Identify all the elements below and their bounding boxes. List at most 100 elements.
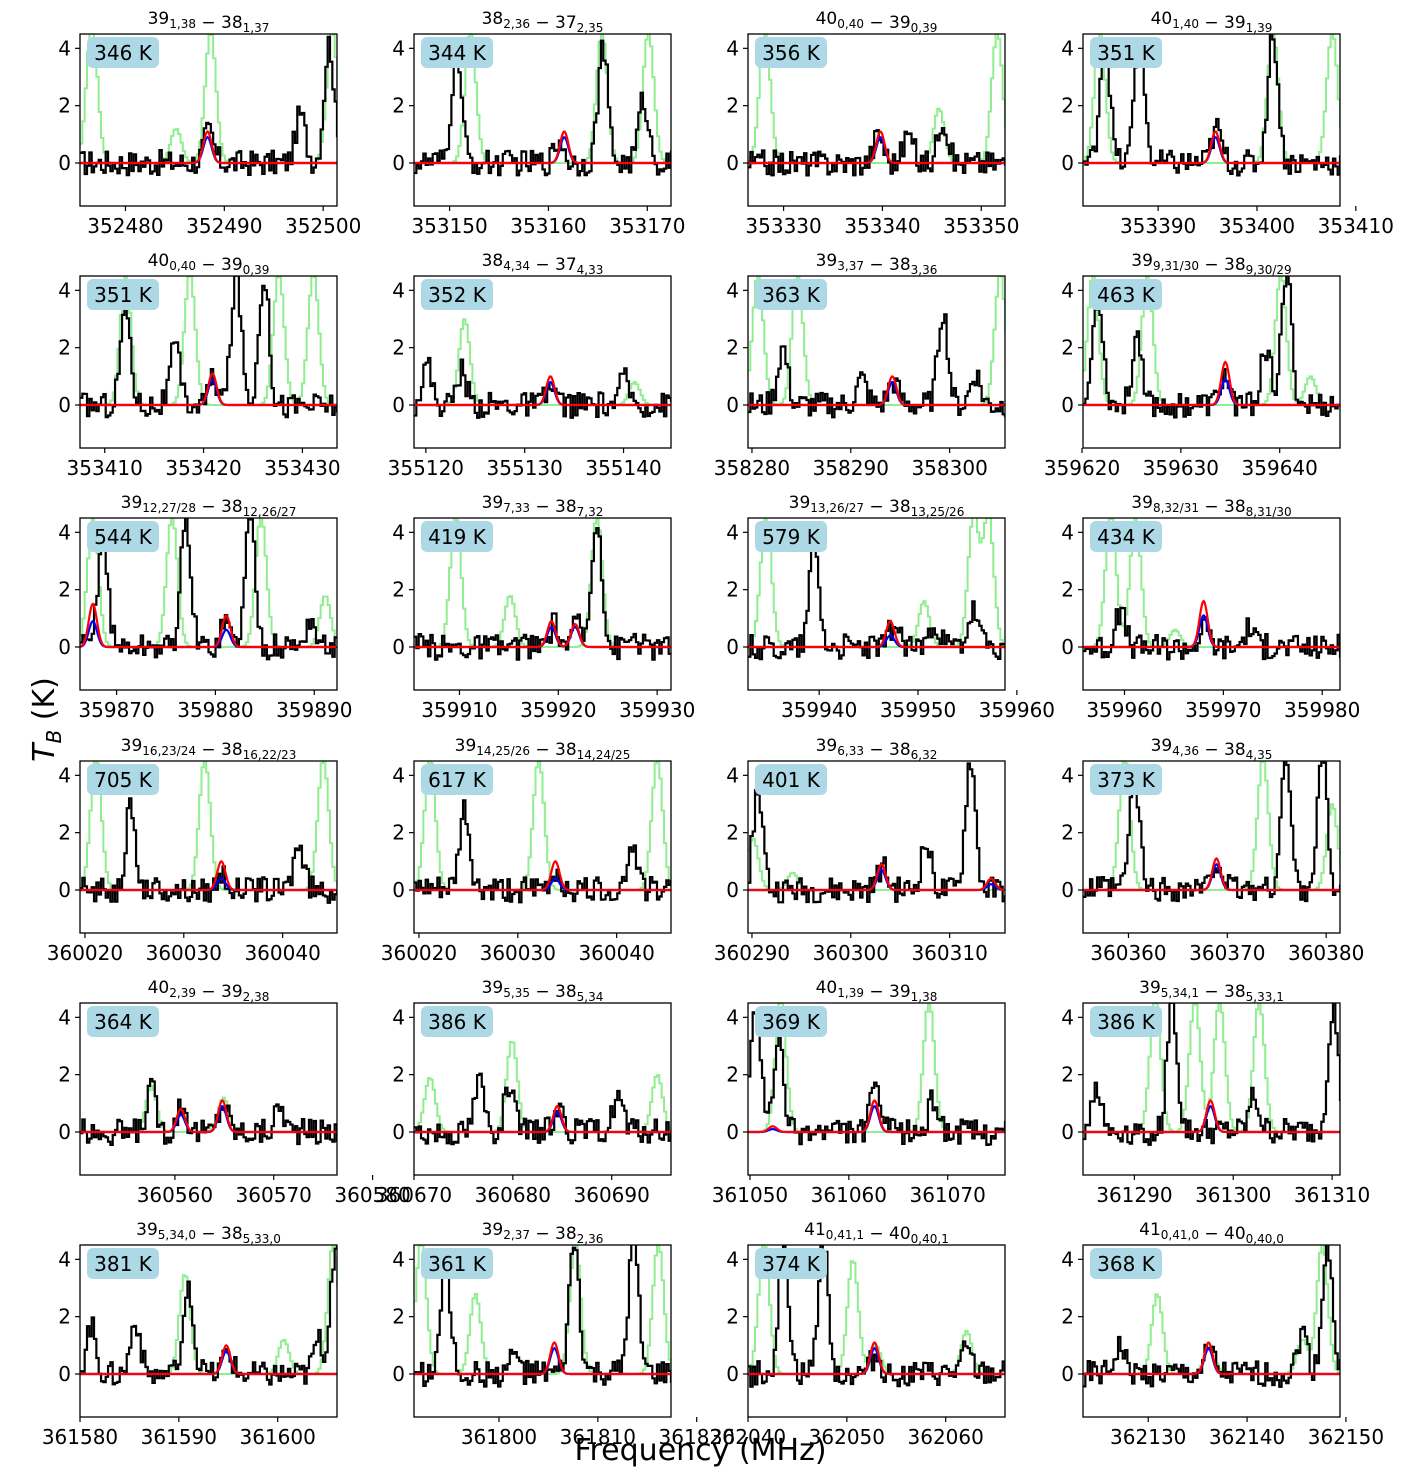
x-tick-label: 359950: [880, 698, 956, 722]
spectrum-panel: 0 2 4 353390 353400 353410 401,40 − 391,39 351 …: [1061, 9, 1394, 238]
y-tick-label: 4: [1061, 278, 1074, 302]
y-tick-label: 2: [58, 821, 71, 845]
temperature-badge: [87, 1006, 159, 1037]
y-tick-label: 4: [1061, 1005, 1074, 1029]
axes-frame: [1082, 33, 1341, 207]
temperature-badge-label: 617 K: [428, 768, 487, 792]
plot-area: [748, 518, 1005, 661]
x-tick-label: 361060: [811, 1183, 887, 1207]
axes-frame: [413, 760, 672, 934]
panel-title: 392,37 − 382,36: [482, 1220, 604, 1246]
y-tick-label: 4: [1061, 1247, 1074, 1271]
y-tick-label: 0: [58, 393, 71, 417]
x-tick-label: 359640: [1242, 456, 1318, 480]
x-tick-label: 353390: [1120, 214, 1196, 238]
x-tick-label: 353430: [264, 456, 340, 480]
temperature-badge: [87, 521, 159, 552]
y-tick-label: 0: [58, 635, 71, 659]
y-tick-label: 4: [726, 1247, 739, 1271]
y-tick-label: 0: [726, 151, 739, 175]
spectrum-panel: 0 2 4 362040 362050 362060 410,41,1 − 400,40,1…: [710, 1220, 1006, 1449]
x-tick-label: 352490: [186, 214, 262, 238]
observed-spectrum: [748, 538, 1005, 661]
x-tick-label: 360020: [381, 941, 457, 965]
spectrum-panel: 0 2 4 353410 353420 353430 400,40 − 390,39 351 …: [58, 251, 340, 480]
model-red-curve: [80, 1099, 337, 1134]
y-tick-label: 2: [1061, 336, 1074, 360]
axes-frame: [1082, 1002, 1341, 1176]
y-tick-label: 2: [392, 94, 405, 118]
x-tick-label: 358280: [714, 456, 790, 480]
axes-frame: [79, 275, 338, 449]
y-tick-label: 4: [726, 36, 739, 60]
spectrum-panel: 0 2 4 362130 362140 362150 410,41,0 − 400,40,0…: [1061, 1220, 1384, 1449]
x-tick-label: 359870: [78, 698, 154, 722]
x-tick-label: 353150: [411, 214, 487, 238]
axes-frame: [1082, 517, 1341, 691]
x-tick-label: 361300: [1195, 1183, 1271, 1207]
y-tick-label: 2: [392, 578, 405, 602]
spectrum-panel: 0 2 4 360290 360300 360310 396,33 − 386,32 401 …: [714, 736, 1006, 965]
panel-title: 400,40 − 390,39: [148, 251, 270, 277]
plot-area: [80, 34, 337, 177]
temperature-badge: [421, 764, 493, 795]
y-tick-label: 4: [1061, 520, 1074, 544]
y-tick-label: 2: [58, 336, 71, 360]
model-blue-curve: [748, 1105, 1005, 1134]
axes-frame: [79, 33, 338, 207]
observed-spectrum: [1083, 606, 1340, 661]
y-tick-label: 0: [1061, 1362, 1074, 1386]
plot-area: [1083, 276, 1340, 419]
x-tick-label: 353350: [943, 214, 1019, 238]
y-tick-label: 4: [392, 520, 405, 544]
model-red-curve: [414, 1341, 671, 1376]
panel-title: 3913,26/27 − 3813,25/26: [789, 493, 965, 519]
observed-spectrum: [748, 1245, 1005, 1388]
panel-title: 395,34,0 − 385,33,0: [136, 1220, 281, 1246]
x-tick-label: 361800: [461, 1425, 537, 1449]
spectrum-panel: 0 2 4 353330 353340 353350 400,40 − 390,39 356 …: [726, 9, 1019, 238]
axes-frame: [1082, 760, 1341, 934]
y-tick-label: 2: [726, 336, 739, 360]
model-red-curve: [1083, 857, 1340, 892]
y-tick-label: 4: [392, 763, 405, 787]
plot-area: [414, 1041, 671, 1146]
y-tick-label: 2: [1061, 1305, 1074, 1329]
x-tick-label: 353160: [510, 214, 586, 238]
spectrum-panel: 0 2 4 352480 352490 352500 391,38 − 381,37 346 …: [58, 9, 361, 238]
plot-area: [748, 276, 1005, 419]
x-tick-label: 362060: [908, 1425, 984, 1449]
temperature-badge-label: 434 K: [1097, 525, 1156, 549]
observed-spectrum: [80, 1077, 337, 1146]
temperature-badge-label: 356 K: [762, 41, 821, 65]
y-tick-label: 4: [58, 520, 71, 544]
y-tick-label: 2: [392, 336, 405, 360]
panel-title: 410,41,0 − 400,40,0: [1139, 1220, 1284, 1246]
temperature-badge-label: 463 K: [1097, 283, 1156, 307]
x-tick-label: 359930: [619, 698, 695, 722]
model-red-curve: [748, 1099, 1005, 1134]
y-tick-label: 0: [392, 635, 405, 659]
x-tick-label: 353400: [1219, 214, 1295, 238]
x-tick-label: 359630: [1143, 456, 1219, 480]
model-red-curve: [80, 372, 337, 407]
spectrum-panel: 0 2 4 360560 360570 360580 402,39 − 392,38 364 …: [58, 978, 410, 1207]
y-tick-label: 4: [726, 1005, 739, 1029]
temperature-badge: [87, 764, 159, 795]
y-tick-label: 4: [726, 520, 739, 544]
y-tick-label: 0: [392, 151, 405, 175]
model-red-curve: [414, 620, 671, 649]
observed-spectrum: [80, 797, 337, 904]
y-tick-label: 4: [726, 763, 739, 787]
x-tick-label: 358300: [911, 456, 987, 480]
x-tick-label: 362130: [1110, 1425, 1186, 1449]
axes-frame: [747, 1002, 1006, 1176]
temperature-badge-label: 381 K: [94, 1252, 153, 1276]
spectrum-panel: 0 2 4 359960 359970 359980 398,32/31 − 388,31/…: [1061, 493, 1360, 722]
panel-title: 399,31/30 − 389,30/29: [1131, 251, 1291, 277]
y-tick-label: 2: [1061, 821, 1074, 845]
x-tick-label: 361600: [240, 1425, 316, 1449]
temperature-badge: [755, 764, 827, 795]
panel-title: 384,34 − 374,33: [482, 251, 604, 277]
